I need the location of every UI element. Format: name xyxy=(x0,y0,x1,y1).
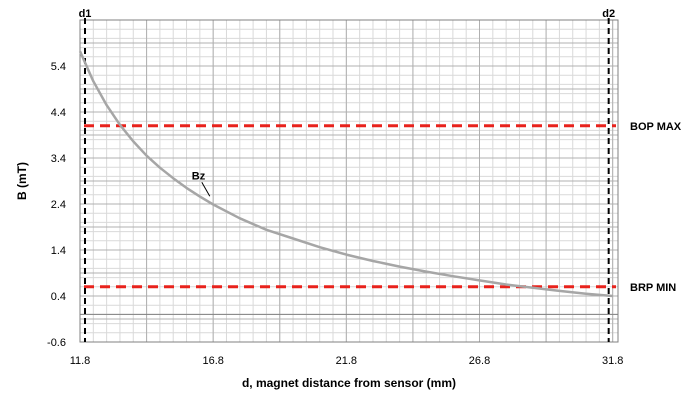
x-tick-label: 11.8 xyxy=(70,355,91,367)
threshold-label-bop-max: BOP MAX xyxy=(630,121,682,133)
markers: d1 d2 xyxy=(79,8,615,342)
series xyxy=(78,50,613,298)
marker-label-d2: d2 xyxy=(602,8,615,20)
x-tick-label: 16.8 xyxy=(202,355,223,367)
y-tick-label: 5.4 xyxy=(51,61,66,73)
y-tick-label: 0.4 xyxy=(51,291,66,303)
x-tick-label: 26.8 xyxy=(469,355,490,367)
x-tick-label: 21.8 xyxy=(336,355,357,367)
series-label-leader xyxy=(201,182,211,197)
series-line-bz xyxy=(78,50,613,298)
thresholds: BOP MAX BRP MIN xyxy=(84,121,682,294)
plot-border xyxy=(79,19,619,343)
y-axis-title: B (mT) xyxy=(15,162,29,200)
y-tick-label: -0.6 xyxy=(47,337,66,349)
y-tick-label: 4.4 xyxy=(51,107,66,119)
y-tick-label: 3.4 xyxy=(51,153,66,165)
series-label-bz: Bz xyxy=(192,170,206,182)
threshold-label-brp-min: BRP MIN xyxy=(630,282,676,294)
x-tick-label: 31.8 xyxy=(602,355,623,367)
marker-label-d1: d1 xyxy=(79,8,92,20)
series-annotation: Bz xyxy=(192,170,211,197)
y-tick-label: 1.4 xyxy=(51,245,66,257)
y-tick-labels: -0.6 0.4 1.4 2.4 3.4 4.4 5.4 xyxy=(47,61,66,349)
x-tick-labels: 11.8 16.8 21.8 26.8 31.8 xyxy=(70,355,624,367)
grid-major xyxy=(79,19,618,343)
x-axis-title: d, magnet distance from sensor (mm) xyxy=(242,376,456,390)
y-tick-label: 2.4 xyxy=(51,199,66,211)
